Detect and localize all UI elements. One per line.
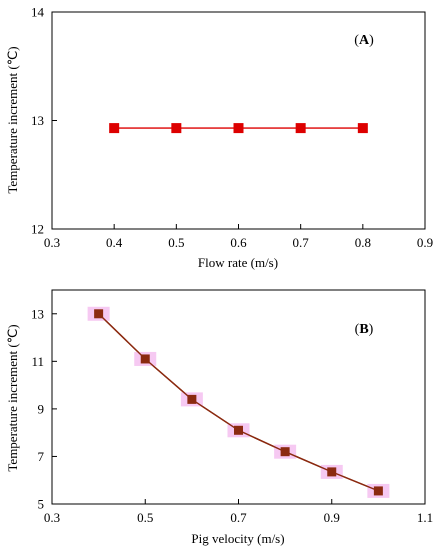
data-point-marker <box>171 123 182 134</box>
x-tick-label: 0.4 <box>106 235 123 250</box>
data-point-marker <box>94 309 104 319</box>
y-tick-label: 7 <box>38 449 45 464</box>
x-tick-label: 0.3 <box>44 235 60 250</box>
y-tick-label: 5 <box>38 497 45 512</box>
chart-panel-b: 0.3 0.5 0.7 0.9 1.1 5 7 9 11 13 (B) Pig velocity… <box>5 289 433 546</box>
data-point-marker <box>233 123 244 134</box>
x-tick-label: 0.3 <box>44 510 60 525</box>
data-point-marker <box>295 123 306 134</box>
y-axis-ticks-b: 5 7 9 11 13 <box>31 306 57 512</box>
panel-label-a: (A) <box>354 33 374 48</box>
data-point-marker <box>109 123 120 134</box>
panel-label-b: (B) <box>355 322 374 337</box>
x-tick-label: 1.1 <box>417 510 433 525</box>
series-line-overlay <box>98 313 379 492</box>
data-point-marker <box>327 467 337 477</box>
series-b <box>87 306 390 498</box>
y-tick-label: 14 <box>31 5 45 20</box>
data-point-marker <box>187 394 197 404</box>
x-tick-label: 0.9 <box>417 235 433 250</box>
data-point-marker <box>280 447 290 457</box>
series-a <box>109 123 368 134</box>
y-tick-label: 13 <box>31 306 44 321</box>
y-tick-label: 11 <box>31 354 44 369</box>
series-line <box>98 313 379 492</box>
x-tick-label: 0.9 <box>324 510 340 525</box>
x-tick-label: 0.7 <box>293 235 310 250</box>
data-point-marker <box>373 486 383 496</box>
y-axis-ticks-a: 12 13 14 <box>31 5 57 237</box>
x-tick-label: 0.8 <box>355 235 371 250</box>
y-tick-label: 13 <box>31 113 44 128</box>
y-axis-label-b: Temperature increment (℃) <box>5 324 20 471</box>
data-point-marker <box>234 425 243 435</box>
x-tick-label: 0.7 <box>230 510 247 525</box>
data-point-marker <box>357 123 368 134</box>
y-axis-label-a: Temperature increment (℃) <box>5 46 20 193</box>
data-point-marker <box>140 354 150 364</box>
x-axis-label-b: Pig velocity (m/s) <box>191 531 284 546</box>
x-axis-ticks-a: 0.3 0.4 0.5 0.6 0.7 0.8 0.9 <box>44 224 433 250</box>
x-tick-label: 0.5 <box>168 235 184 250</box>
y-tick-label: 9 <box>38 401 45 416</box>
y-tick-label: 12 <box>31 222 44 237</box>
x-tick-label: 0.5 <box>137 510 153 525</box>
x-axis-label-a: Flow rate (m/s) <box>198 255 278 270</box>
chart-panel-a: 0.3 0.4 0.5 0.6 0.7 0.8 0.9 12 13 14 (A) Flow ra… <box>5 5 433 271</box>
x-tick-label: 0.6 <box>230 235 247 250</box>
x-axis-ticks-b: 0.3 0.5 0.7 0.9 1.1 <box>44 499 433 525</box>
